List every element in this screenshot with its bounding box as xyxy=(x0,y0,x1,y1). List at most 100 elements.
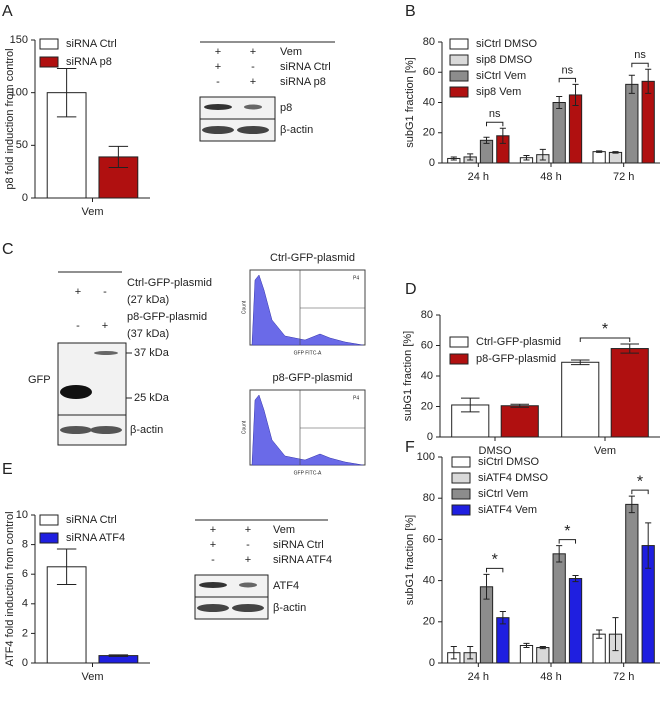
legend-label: siCtrl DMSO xyxy=(478,456,540,468)
panel-label: F xyxy=(405,439,415,456)
error-bar xyxy=(56,67,77,118)
bar xyxy=(552,553,566,664)
panel-label: A xyxy=(2,3,13,20)
error-bar xyxy=(628,74,635,94)
band xyxy=(199,582,227,588)
legend-label: siATF4 DMSO xyxy=(478,472,549,484)
band xyxy=(239,582,257,588)
significance-bracket xyxy=(631,62,649,68)
annotation: * xyxy=(564,523,570,540)
flow-x-label: GFP FITC-A xyxy=(294,470,322,476)
legend-swatch xyxy=(451,504,471,516)
lane-sign: + xyxy=(75,286,81,298)
y-tick-label: 20 xyxy=(423,616,435,628)
lane-sign: + xyxy=(215,46,221,58)
significance-bracket xyxy=(486,121,504,127)
error-bar xyxy=(645,68,652,94)
bar xyxy=(625,503,639,664)
y-tick-label: 0 xyxy=(429,157,435,169)
band xyxy=(94,351,118,355)
gate xyxy=(299,270,365,345)
error-bar xyxy=(612,151,619,154)
y-tick-label: 50 xyxy=(16,139,28,151)
legend-label: siCtrl DMSO xyxy=(476,38,538,50)
error-bar xyxy=(556,95,563,110)
bar xyxy=(552,102,566,164)
flow-y-label: Count xyxy=(241,420,247,434)
significance-bracket xyxy=(558,77,577,83)
annotation: ns xyxy=(634,49,646,61)
y-tick-label: 40 xyxy=(423,96,435,108)
band xyxy=(244,104,262,110)
band xyxy=(204,104,232,110)
error-bar xyxy=(460,397,480,413)
x-tick-label: Vem xyxy=(81,671,103,683)
lane-sign: + xyxy=(245,524,251,536)
y-tick-label: 10 xyxy=(16,509,28,521)
y-tick-label: 20 xyxy=(423,127,435,139)
error-bar xyxy=(450,156,457,161)
band xyxy=(90,426,122,434)
legend-label: siRNA Ctrl xyxy=(66,38,117,50)
legend-label: p8-GFP-plasmid xyxy=(476,353,556,365)
row-label: Vem xyxy=(273,524,295,536)
lane-sign: - xyxy=(103,286,107,298)
error-bar xyxy=(539,148,546,161)
error-bar xyxy=(523,154,530,161)
legend-label: siRNA ATF4 xyxy=(66,532,125,544)
error-bar xyxy=(108,654,129,657)
bar xyxy=(536,647,550,664)
row-sublabel: (37 kDa) xyxy=(127,328,169,340)
y-tick-label: 60 xyxy=(423,66,435,78)
x-tick-label: Vem xyxy=(594,445,616,457)
x-tick-label: 48 h xyxy=(540,671,561,683)
histogram xyxy=(251,394,364,466)
bar xyxy=(500,405,539,438)
y-tick-label: 0 xyxy=(429,657,435,669)
gate xyxy=(299,390,365,465)
band-label: β-actin xyxy=(273,602,306,614)
x-tick-label: 72 h xyxy=(613,171,634,183)
annotation: ns xyxy=(562,64,574,76)
error-bar xyxy=(645,522,652,569)
legend-label: siRNA Ctrl xyxy=(66,514,117,526)
lane-sign: + xyxy=(210,539,216,551)
y-tick-label: 80 xyxy=(421,309,433,321)
legend-swatch xyxy=(449,54,469,66)
legend-label: sip8 DMSO xyxy=(476,54,533,66)
row-label: p8-GFP-plasmid xyxy=(127,311,207,323)
bar xyxy=(496,617,510,664)
legend-swatch xyxy=(449,353,469,365)
legend-swatch xyxy=(39,56,59,68)
band-label: ATF4 xyxy=(273,580,299,592)
y-tick-label: 150 xyxy=(10,34,28,46)
y-tick-label: 0 xyxy=(22,192,28,204)
x-tick-label: 24 h xyxy=(468,671,489,683)
y-tick-label: 100 xyxy=(417,451,435,463)
x-tick-label: 72 h xyxy=(613,671,634,683)
lane-sign: - xyxy=(76,320,80,332)
gate-label: P4 xyxy=(353,275,359,281)
histogram xyxy=(251,274,364,346)
legend-swatch xyxy=(449,70,469,82)
x-tick-label: 48 h xyxy=(540,171,561,183)
y-axis-label: ATF4 fold induction from control xyxy=(4,511,16,666)
y-tick-label: 60 xyxy=(421,339,433,351)
error-bar xyxy=(539,646,546,650)
bar xyxy=(608,151,623,164)
error-bar xyxy=(450,646,457,660)
y-tick-label: 60 xyxy=(423,533,435,545)
lane-sign: - xyxy=(211,554,215,566)
row-label: siRNA Ctrl xyxy=(280,61,331,73)
bar xyxy=(561,361,600,438)
y-tick-label: 80 xyxy=(423,492,435,504)
row-label: siRNA p8 xyxy=(280,76,326,88)
row-label: siRNA ATF4 xyxy=(273,554,332,566)
bar xyxy=(610,348,649,438)
row-label: siRNA Ctrl xyxy=(273,539,324,551)
row-label: Vem xyxy=(280,46,302,58)
bar xyxy=(519,644,534,664)
error-bar xyxy=(572,574,579,583)
error-bar xyxy=(523,642,530,649)
